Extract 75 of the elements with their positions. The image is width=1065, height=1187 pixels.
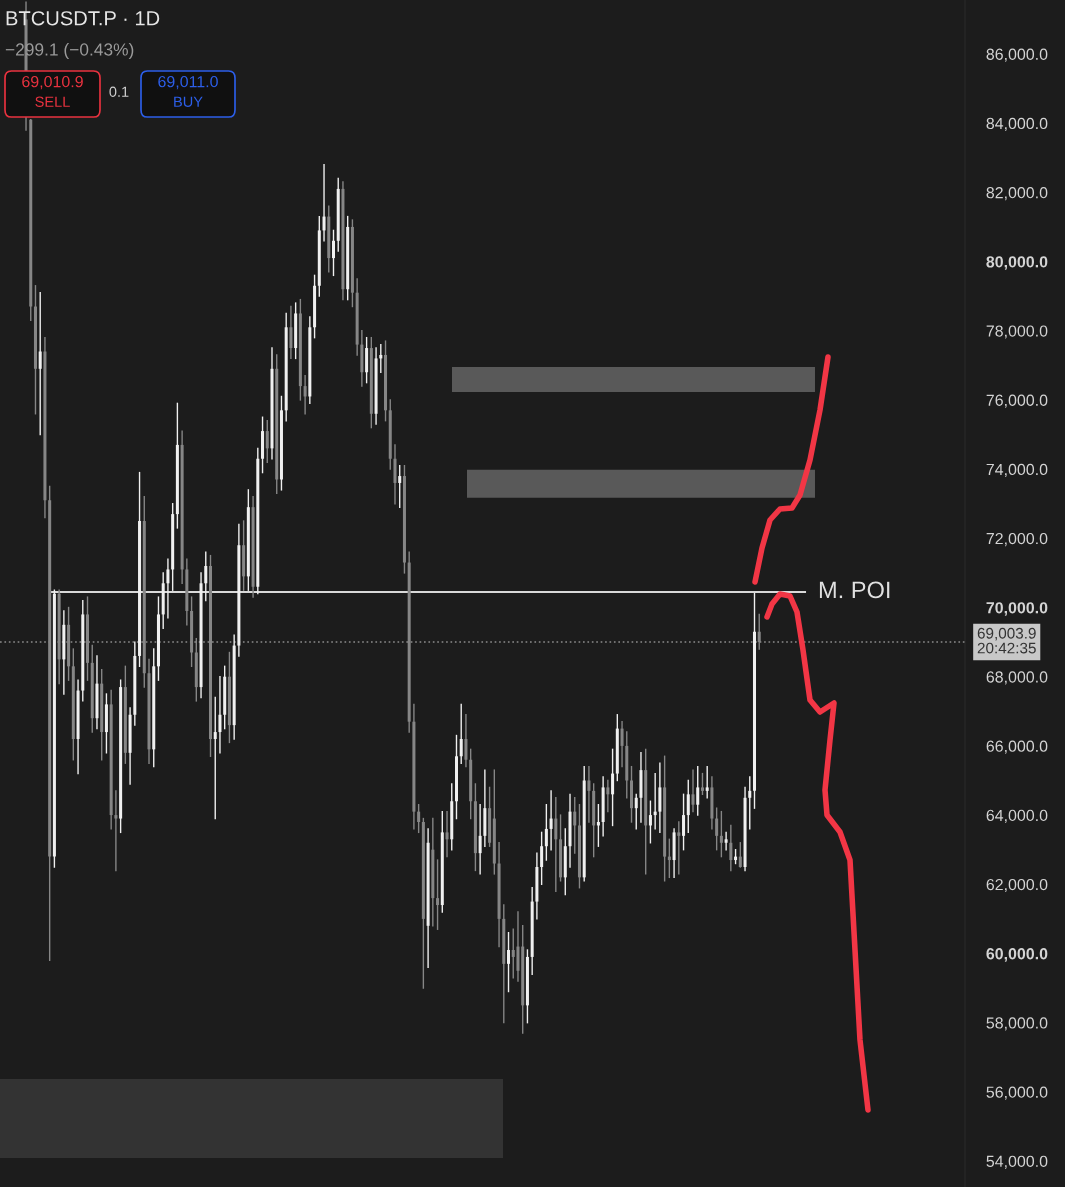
candlestick: [322, 163, 326, 242]
y-tick-label: 62,000.0: [986, 878, 1048, 893]
annotation: 69,010.9: [22, 75, 83, 90]
candlestick: [289, 305, 293, 360]
candlestick: [682, 793, 686, 851]
candlestick: [724, 831, 728, 851]
candlestick: [114, 790, 118, 872]
annotation: BUY: [174, 96, 203, 107]
y-tick-label: 80,000.0: [986, 256, 1048, 270]
y-tick-label: 56,000.0: [986, 1086, 1048, 1100]
candlestick: [464, 714, 468, 768]
candlestick: [459, 703, 463, 764]
y-tick-label: 54,000.0: [986, 1155, 1048, 1169]
annotation: 0.1: [109, 86, 129, 97]
y-tick-label: 86,000.0: [986, 48, 1048, 62]
candlestick: [265, 419, 269, 463]
chart-title: BTCUSDT.P · 1D: [6, 11, 160, 26]
candlestick: [379, 343, 383, 373]
annotation: 69,011.0: [158, 75, 218, 90]
candlestick: [729, 824, 733, 872]
candlestick: [303, 375, 307, 415]
y-tick-label: 78,000.0: [986, 325, 1048, 339]
candlestick: [715, 807, 719, 851]
ref-line-label: 69,003.9 20:42:35: [977, 627, 1036, 654]
candlestick: [596, 804, 600, 847]
candlestick: [204, 551, 208, 602]
candlestick: [549, 790, 553, 851]
candlestick: [511, 928, 515, 979]
candlestick: [696, 765, 700, 816]
candlestick: [705, 765, 709, 799]
y-tick-label: 64,000.0: [986, 809, 1048, 823]
candlestick: [634, 793, 638, 830]
y-tick-label: 58,000.0: [986, 1017, 1048, 1031]
candlestick: [748, 776, 752, 830]
y-tick-label: 84,000.0: [986, 117, 1048, 131]
candlestick: [507, 932, 511, 993]
candlestick: [629, 765, 634, 823]
candlestick: [611, 748, 615, 827]
candlestick: [331, 229, 336, 277]
candlestick: [620, 720, 624, 768]
candlestick: [667, 838, 671, 879]
candlestick: [700, 772, 704, 796]
y-tick-label: 68,000.0: [986, 671, 1048, 685]
annotation: SELL: [35, 96, 70, 107]
candlestick: [738, 842, 742, 868]
candlestick: [478, 804, 482, 875]
candlestick: [719, 810, 723, 858]
y-tick-label: 66,000.0: [986, 740, 1048, 754]
y-tick-label: 76,000.0: [986, 394, 1048, 408]
candlestick: [648, 800, 652, 844]
candlestick: [540, 831, 544, 885]
candlestick: [677, 821, 681, 875]
y-tick-label: 60,000.0: [986, 948, 1048, 962]
candlestick: [218, 676, 222, 754]
ref-line-label: M. POI: [819, 581, 890, 599]
candlestick: [691, 769, 695, 813]
y-tick-label: 72,000.0: [986, 532, 1048, 547]
candlestick: [38, 291, 42, 436]
candlestick: [398, 464, 402, 508]
candlestick: [166, 558, 170, 619]
candlestick: [573, 797, 577, 854]
candlestick: [554, 797, 558, 892]
candlestick: [587, 765, 591, 823]
candlestick: [653, 772, 657, 830]
candlestick: [686, 779, 690, 834]
candlestick: [213, 696, 217, 820]
y-tick-label: 70,000.0: [986, 602, 1048, 616]
candlestick: [544, 804, 548, 861]
y-tick-label: 74,000.0: [986, 463, 1048, 477]
y-tick-label: 82,000.0: [986, 186, 1048, 201]
candlestick: [445, 810, 449, 858]
candlestick: [417, 804, 421, 834]
candlestick: [752, 592, 757, 809]
candlestick: [436, 859, 440, 930]
candlestick: [606, 779, 610, 813]
